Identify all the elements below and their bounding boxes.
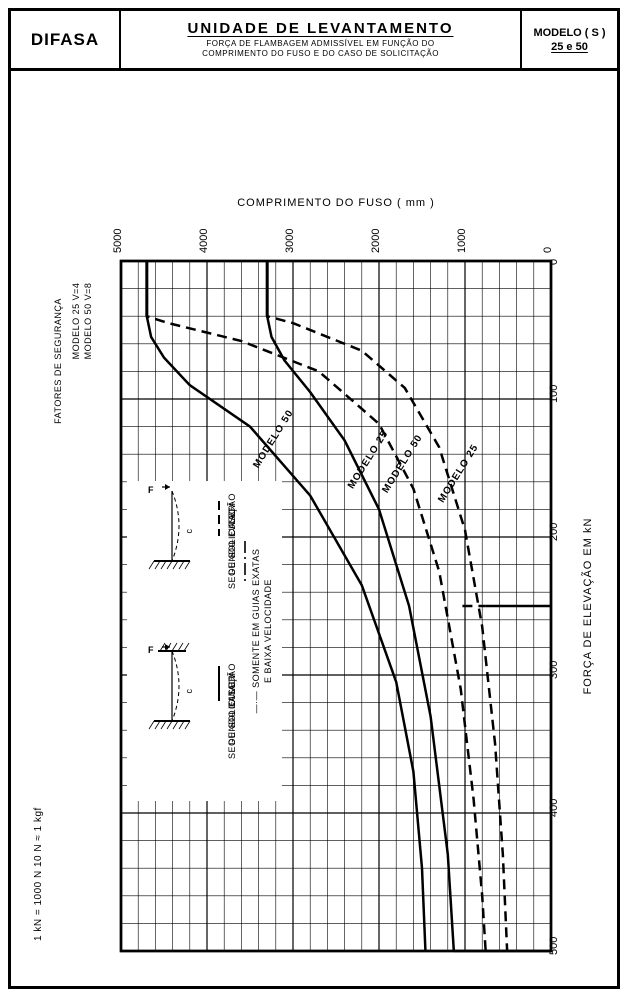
x-tick-label: 1000 [456, 229, 468, 253]
model-cell: MODELO ( S ) 25 e 50 [522, 11, 617, 68]
curve-label-modelo25-caso1: MODELO 25 [436, 442, 481, 504]
doc-subtitle1: FORÇA DE FLAMBAGEM ADMISSÍVEL EM FUNÇÃO … [206, 39, 434, 49]
x-tick-label: 2000 [370, 229, 382, 253]
legend-force-label: F [148, 485, 154, 495]
legend-note1: —·— SOMENTE EM GUIAS EXATAS [251, 549, 261, 714]
header-row: DIFASA UNIDADE DE LEVANTAMENTO FORÇA DE … [11, 11, 617, 71]
model-value: 25 e 50 [551, 41, 588, 53]
legend-caso2-euler: SEGUNDO EULER [227, 674, 237, 759]
doc-subtitle2: COMPRIMENTO DO FUSO E DO CASO DE SOLICIT… [202, 49, 439, 59]
y-axis-title: FORÇA DE ELEVAÇÃO EM kN [581, 518, 594, 695]
x-tick-label: 3000 [284, 229, 296, 253]
brand-cell: DIFASA [11, 11, 121, 68]
doc-title: UNIDADE DE LEVANTAMENTO [187, 20, 453, 37]
legend-dim-c: c [184, 689, 194, 694]
safety-line2: MODELO 50 V=8 [83, 283, 93, 360]
curve-modelo25-caso2 [267, 261, 454, 951]
title-cell: UNIDADE DE LEVANTAMENTO FORÇA DE FLAMBAG… [121, 11, 522, 68]
curve-label-modelo50-caso1: MODELO 50 [380, 433, 425, 495]
footnote: 1 kN = 1000 N 10 N ≈ 1 kgf [33, 807, 44, 941]
x-tick-label: 5000 [112, 229, 124, 253]
safety-line1: MODELO 25 V=4 [71, 283, 81, 360]
curve-label-modelo50-caso2: MODELO 50 [251, 408, 296, 470]
document-frame: DIFASA UNIDADE DE LEVANTAMENTO FORÇA DE … [8, 8, 620, 989]
legend-note2: E BAIXA VELOCIDADE [263, 579, 273, 683]
brand-text: DIFASA [31, 30, 99, 50]
legend-dim-c: c [184, 529, 194, 534]
legend-caso1-euler: SEGUNDO EULER [227, 504, 237, 589]
x-tick-label: 4000 [198, 229, 210, 253]
engineering-chart: 0100020003000400050000100200300400500COM… [11, 71, 617, 986]
x-tick-label: 0 [542, 247, 554, 253]
legend-force-label: F [148, 645, 154, 655]
model-label: MODELO ( S ) [533, 27, 605, 39]
x-axis-title: COMPRIMENTO DO FUSO ( mm ) [237, 197, 435, 209]
safety-title: FATORES DE SEGURANÇA [53, 298, 63, 424]
